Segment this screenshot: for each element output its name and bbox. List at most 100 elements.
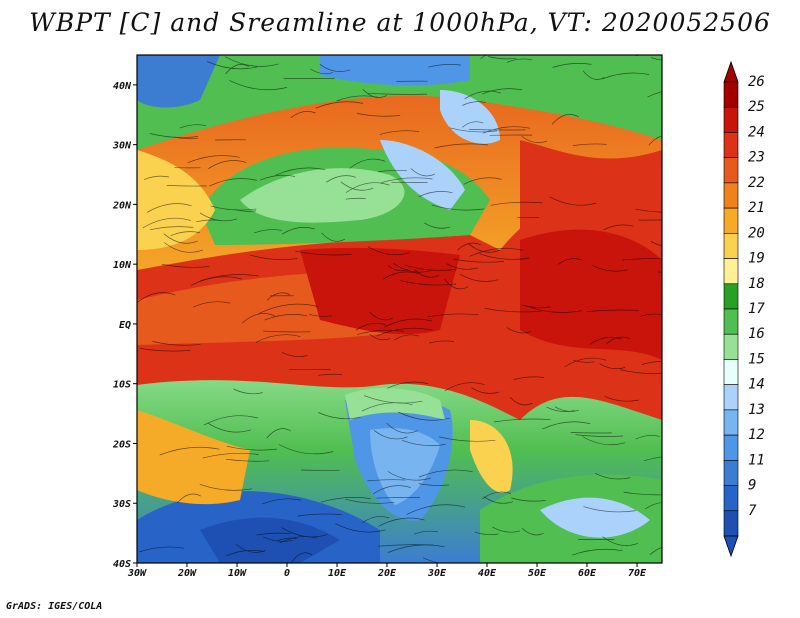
map-title: WBPT [C] and Sreamline at 1000hPa, VT: 2… [29, 8, 771, 37]
streamline [402, 439, 446, 447]
streamline [290, 111, 316, 119]
streamline [406, 504, 466, 515]
streamline [469, 129, 526, 131]
streamline [424, 222, 451, 229]
streamline [482, 88, 523, 95]
lat-label: 40S [113, 559, 131, 570]
streamline [209, 178, 257, 187]
streamline [573, 359, 595, 363]
streamline [383, 271, 419, 280]
streamline [373, 485, 411, 495]
map-frame [136, 54, 663, 564]
colorbar-label: 13 [748, 402, 765, 418]
streamline [187, 155, 240, 164]
lat-label: 40N [113, 81, 132, 92]
colorbar-label: 9 [748, 478, 756, 494]
streamline [467, 243, 501, 253]
streamline [138, 546, 184, 553]
colorbar-swatch [723, 182, 739, 209]
streamline [564, 357, 607, 368]
streamline [558, 258, 582, 265]
lon-label: 60E [578, 568, 597, 579]
streamline [241, 313, 275, 324]
streamline [207, 422, 252, 433]
colorbar-label: 7 [748, 503, 757, 519]
streamline [362, 516, 390, 523]
streamline [143, 175, 170, 180]
streamline [641, 360, 662, 365]
colorbar-swatch [723, 460, 739, 486]
streamline [471, 387, 500, 394]
streamline [552, 63, 592, 68]
streamline [362, 88, 387, 98]
streamline [191, 276, 242, 286]
streamline [376, 327, 433, 337]
colorbar-swatch [723, 207, 739, 234]
lon-label: 30E [427, 568, 447, 579]
streamline [410, 168, 435, 177]
streamline [453, 258, 505, 263]
streamline [551, 114, 579, 125]
streamline [604, 396, 639, 402]
streamline [166, 185, 207, 187]
streamline [511, 497, 546, 502]
colorbar-swatch [723, 485, 739, 512]
streamline [446, 263, 478, 270]
streamline [521, 304, 551, 308]
lat-label: 20S [112, 439, 131, 450]
streamline [263, 536, 293, 542]
lon-label: 20E [377, 568, 397, 579]
streamline [444, 382, 485, 392]
streamline [583, 506, 636, 513]
lon-label: 30W [127, 568, 147, 579]
colorbar-label: 26 [748, 74, 765, 90]
streamline [355, 322, 387, 331]
streamline [170, 231, 200, 237]
streamline [263, 330, 311, 333]
colorbar-swatch [723, 233, 739, 259]
streamline [163, 242, 204, 253]
streamline [427, 313, 479, 318]
streamline [281, 227, 315, 235]
streamline [229, 80, 288, 91]
streamline [386, 423, 418, 434]
streamline [208, 160, 247, 169]
streamline [199, 483, 253, 491]
streamline [264, 314, 308, 321]
streamline [459, 273, 499, 282]
colorbar-swatch [723, 283, 739, 310]
streamline [345, 498, 395, 504]
streamline [255, 334, 301, 343]
streamline [159, 446, 220, 456]
streamline [381, 177, 433, 184]
streamline [635, 208, 662, 213]
lat-label: 30N [112, 141, 132, 152]
streamline [387, 381, 428, 389]
streamline [345, 197, 366, 200]
streamline [319, 64, 351, 72]
streamline [592, 265, 628, 272]
colorbar-max-arrow [723, 60, 739, 83]
streamline [137, 292, 176, 303]
streamline [635, 435, 660, 440]
streamline [224, 56, 279, 67]
streamline [462, 101, 486, 106]
lat-label: EQ [119, 320, 131, 331]
streamline [152, 341, 201, 346]
streamline [464, 90, 501, 100]
streamline [258, 303, 318, 315]
streamline [506, 58, 533, 63]
streamline [139, 348, 191, 352]
streamline [387, 544, 445, 553]
streamline [434, 143, 489, 149]
streamline [418, 483, 449, 486]
streamline [648, 135, 662, 146]
streamline [379, 130, 420, 135]
longitude-labels: 30W 20W 10W 0 10E 20E 30E 40E 50E 60E 70E [127, 563, 647, 579]
colorbar-swatch [723, 384, 739, 411]
streamline [357, 329, 405, 335]
lon-label: 20W [177, 568, 197, 579]
streamline [367, 246, 410, 256]
colorbar-label: 16 [748, 326, 765, 342]
